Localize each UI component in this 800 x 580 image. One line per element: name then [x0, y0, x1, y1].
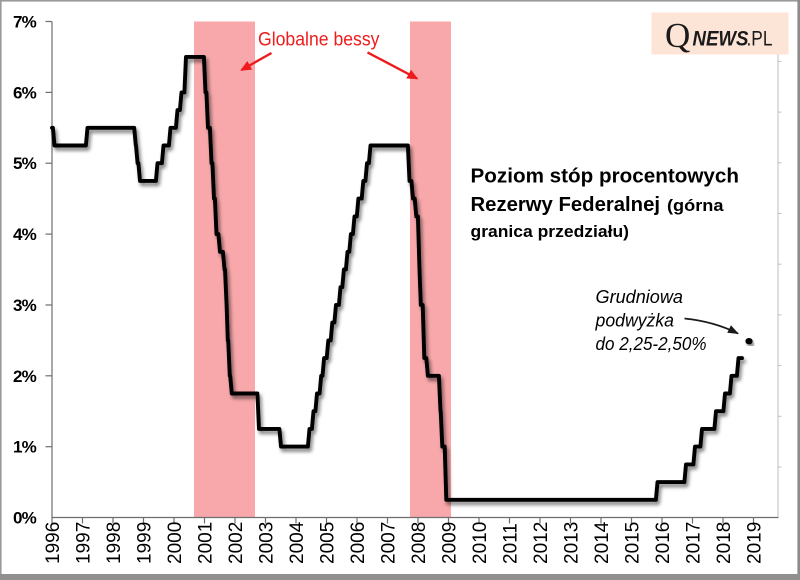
- svg-text:2014: 2014: [592, 521, 613, 564]
- svg-text:2006: 2006: [348, 522, 369, 564]
- svg-text:2009: 2009: [439, 522, 460, 564]
- svg-text:do 2,25-2,50%: do 2,25-2,50%: [596, 334, 707, 354]
- svg-text:1996: 1996: [43, 522, 64, 564]
- svg-text:granica przedziału): granica przedziału): [471, 222, 630, 241]
- svg-text:Grudniowa: Grudniowa: [596, 287, 684, 307]
- svg-text:2011: 2011: [500, 523, 521, 564]
- svg-text:3%: 3%: [13, 296, 37, 315]
- svg-text:2004: 2004: [287, 521, 308, 564]
- svg-text:Poziom stóp procentowych: Poziom stóp procentowych: [471, 165, 740, 188]
- svg-text:2002: 2002: [226, 522, 247, 564]
- svg-text:2008: 2008: [409, 522, 430, 564]
- svg-text:4%: 4%: [13, 225, 37, 244]
- svg-text:2%: 2%: [13, 367, 37, 386]
- svg-text:2010: 2010: [470, 522, 491, 564]
- svg-text:podwyżka: podwyżka: [595, 311, 674, 331]
- svg-text:2007: 2007: [378, 522, 399, 564]
- svg-text:Globalne bessy: Globalne bessy: [258, 30, 380, 51]
- svg-text:1997: 1997: [73, 522, 94, 564]
- svg-text:0%: 0%: [13, 509, 37, 528]
- svg-text:Q: Q: [665, 16, 690, 55]
- svg-text:1999: 1999: [134, 522, 155, 564]
- svg-text:5%: 5%: [13, 154, 37, 173]
- svg-text:Rezerwy Federalnej: Rezerwy Federalnej: [471, 193, 661, 216]
- svg-text:2003: 2003: [256, 522, 277, 564]
- svg-text:2012: 2012: [531, 522, 552, 564]
- svg-text:2000: 2000: [165, 522, 186, 564]
- svg-text:2005: 2005: [317, 522, 338, 564]
- svg-text:2019: 2019: [744, 522, 765, 564]
- svg-text:2016: 2016: [653, 522, 674, 564]
- svg-text:2013: 2013: [561, 522, 582, 564]
- svg-text:2001: 2001: [195, 522, 216, 564]
- svg-text:NEWS: NEWS: [693, 26, 750, 50]
- svg-text:(górna: (górna: [667, 196, 724, 215]
- svg-text:6%: 6%: [13, 83, 37, 102]
- svg-text:1%: 1%: [13, 438, 37, 457]
- svg-text:2015: 2015: [622, 522, 643, 564]
- svg-text:.PL: .PL: [747, 27, 773, 50]
- svg-text:1998: 1998: [104, 522, 125, 564]
- svg-text:2017: 2017: [683, 522, 704, 564]
- svg-text:7%: 7%: [13, 13, 37, 32]
- svg-text:2018: 2018: [714, 522, 735, 564]
